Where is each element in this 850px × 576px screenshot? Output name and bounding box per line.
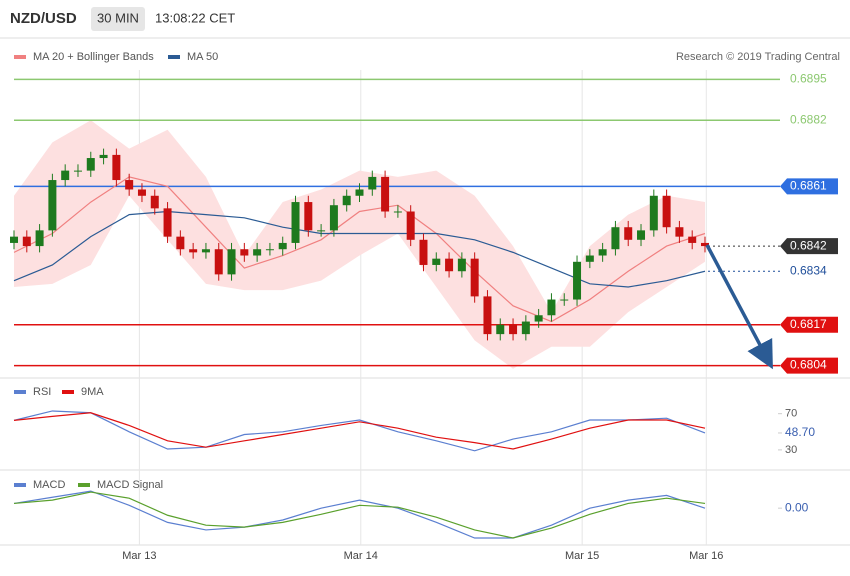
candle-body <box>304 202 313 231</box>
candle-body <box>598 249 607 256</box>
indicator-line <box>13 410 706 452</box>
y-tick-label: 70 <box>785 408 797 420</box>
candle-body <box>112 154 121 181</box>
x-tick-label: Mar 14 <box>344 550 378 562</box>
level-label: 0.6804 <box>790 358 827 372</box>
level-label: 0.6842 <box>790 238 827 252</box>
candle-body <box>381 176 390 212</box>
candle-body <box>355 189 364 196</box>
time: 13:08:22 CET <box>155 10 235 25</box>
candle-body <box>22 236 31 247</box>
legend-label: MA 20 + Bollinger Bands <box>33 51 154 63</box>
candle-body <box>73 170 82 172</box>
candle-body <box>61 170 70 181</box>
indicator-line <box>13 412 706 450</box>
candle-body <box>662 195 671 228</box>
candle-body <box>150 195 159 209</box>
candle-body <box>317 230 326 232</box>
candle-body <box>675 227 684 237</box>
candle-body <box>35 230 44 247</box>
candle-body <box>137 189 146 196</box>
candle-body <box>176 236 185 250</box>
candle-body <box>99 154 108 159</box>
candle-body <box>291 202 300 243</box>
candle-body <box>637 230 646 240</box>
y-tick-label: 48.70 <box>785 425 815 439</box>
candle-body <box>393 211 402 213</box>
candle-body <box>86 158 95 171</box>
candle-body <box>470 258 479 297</box>
indicator-line <box>13 490 706 539</box>
x-tick-label: Mar 15 <box>565 550 599 562</box>
candle-body <box>201 249 210 253</box>
x-tick-label: Mar 16 <box>689 550 723 562</box>
legend-label: 9MA <box>81 386 104 398</box>
interval-box <box>91 7 145 31</box>
candle-body <box>214 249 223 275</box>
legend-label: MA 50 <box>187 51 218 63</box>
level-label: 0.6895 <box>790 72 827 86</box>
candle-body <box>560 299 569 301</box>
candle-body <box>253 249 262 256</box>
bollinger-band <box>14 120 705 369</box>
y-tick-label: 30 <box>785 444 797 456</box>
legend-label: RSI <box>33 386 51 398</box>
candle-body <box>509 324 518 335</box>
legend-label: MACD <box>33 479 65 491</box>
level-label-box <box>780 178 838 195</box>
candle-body <box>10 236 18 243</box>
candle-body <box>329 205 338 231</box>
candle-body <box>48 180 57 231</box>
forecast-arrow <box>705 244 773 370</box>
candle-body <box>496 324 505 335</box>
interval: 30 MIN <box>97 10 139 25</box>
candle-body <box>406 211 415 240</box>
ma-line <box>13 210 706 288</box>
y-tick-label: 0.00 <box>785 500 809 514</box>
candle-body <box>573 261 582 300</box>
candle-body <box>649 195 658 231</box>
candle-body <box>688 236 697 243</box>
candle-body <box>701 242 709 247</box>
level-label: 0.6817 <box>790 317 827 331</box>
candle-body <box>521 321 530 335</box>
candle-body <box>265 249 274 251</box>
pair: NZD/USD <box>10 10 77 27</box>
candle-body <box>611 227 620 250</box>
candle-body <box>125 180 134 190</box>
candle-body <box>585 255 594 262</box>
level-label: 0.6861 <box>790 179 827 193</box>
level-label: 0.6882 <box>790 112 827 126</box>
legend-label: MACD Signal <box>97 479 163 491</box>
candle-body <box>368 176 377 190</box>
candle-body <box>419 239 428 265</box>
candle-body <box>342 195 351 206</box>
candle-body <box>189 249 198 253</box>
candle-body <box>278 242 287 250</box>
level-label-box <box>780 316 838 333</box>
level-label: 0.6834 <box>790 263 827 277</box>
candle-body <box>432 258 441 265</box>
candle-body <box>534 315 543 322</box>
level-label-box <box>780 357 838 374</box>
candle-body <box>445 258 454 272</box>
candle-body <box>624 227 633 240</box>
candle-body <box>163 208 172 237</box>
candle-body <box>547 299 556 316</box>
indicator-line <box>13 491 706 539</box>
candle-body <box>483 296 492 335</box>
copyright: Research © 2019 Trading Central <box>676 51 840 63</box>
candle-body <box>457 258 466 272</box>
x-tick-label: Mar 13 <box>122 550 156 562</box>
candle-body <box>227 249 236 275</box>
candle-body <box>240 249 249 256</box>
level-label-box <box>780 238 838 255</box>
